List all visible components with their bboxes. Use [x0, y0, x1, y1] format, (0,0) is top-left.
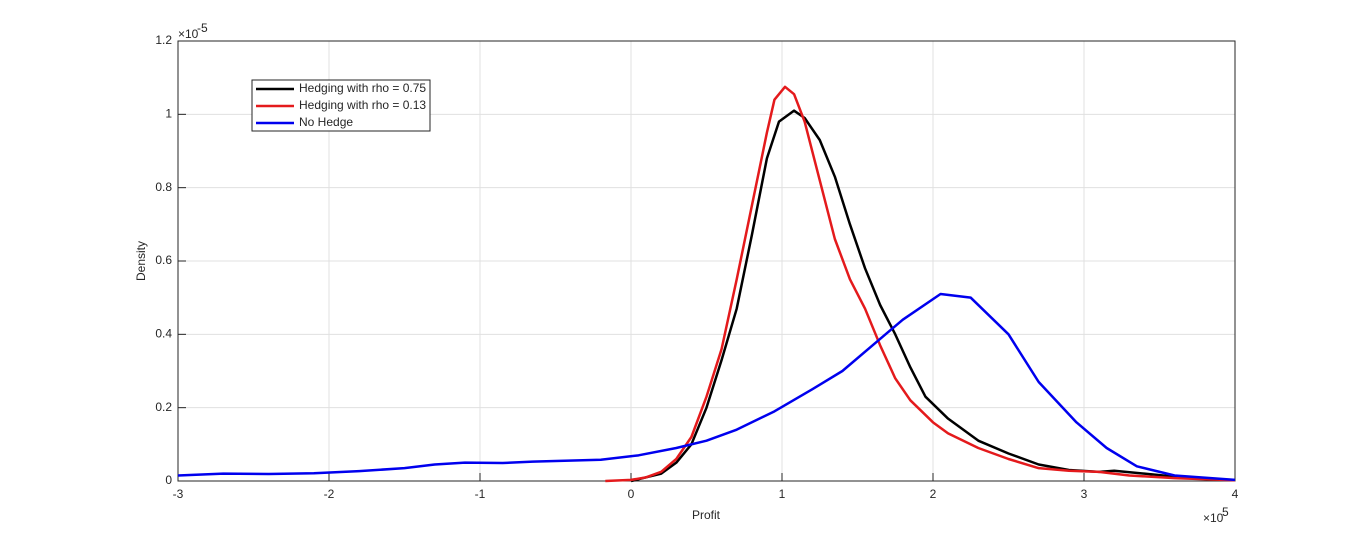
y-tick-label: 0.2 — [155, 400, 172, 414]
x-tick-label: 0 — [628, 487, 635, 501]
x-tick-label: 3 — [1081, 487, 1088, 501]
y-axis-label: Density — [134, 241, 148, 281]
x-axis-label: Profit — [692, 508, 721, 522]
y-tick-label: 1 — [165, 107, 172, 121]
x-tick-label: -3 — [173, 487, 184, 501]
legend-label: Hedging with rho = 0.75 — [299, 81, 426, 95]
series-line — [177, 292, 1236, 482]
y-multiplier-exponent: -5 — [197, 21, 208, 35]
x-tick-label: 1 — [779, 487, 786, 501]
legend-label: Hedging with rho = 0.13 — [299, 98, 426, 112]
legend-label: No Hedge — [299, 115, 353, 129]
x-tick-label: -1 — [475, 487, 486, 501]
y-tick-label: 0.4 — [155, 327, 172, 341]
x-tick-label: 4 — [1232, 487, 1239, 501]
x-tick-label: 2 — [930, 487, 937, 501]
y-tick-label: 0.6 — [155, 253, 172, 267]
x-multiplier: ×10 — [1203, 511, 1224, 525]
series-line — [605, 85, 1236, 483]
plot-frame — [177, 40, 1236, 482]
y-tick-label: 0 — [165, 473, 172, 487]
y-tick-label: 0.8 — [155, 180, 172, 194]
x-tick-label: -2 — [324, 487, 335, 501]
y-multiplier: ×10 — [178, 27, 199, 41]
x-multiplier-exponent: 5 — [1222, 505, 1229, 519]
y-tick-label: 1.2 — [155, 33, 172, 47]
